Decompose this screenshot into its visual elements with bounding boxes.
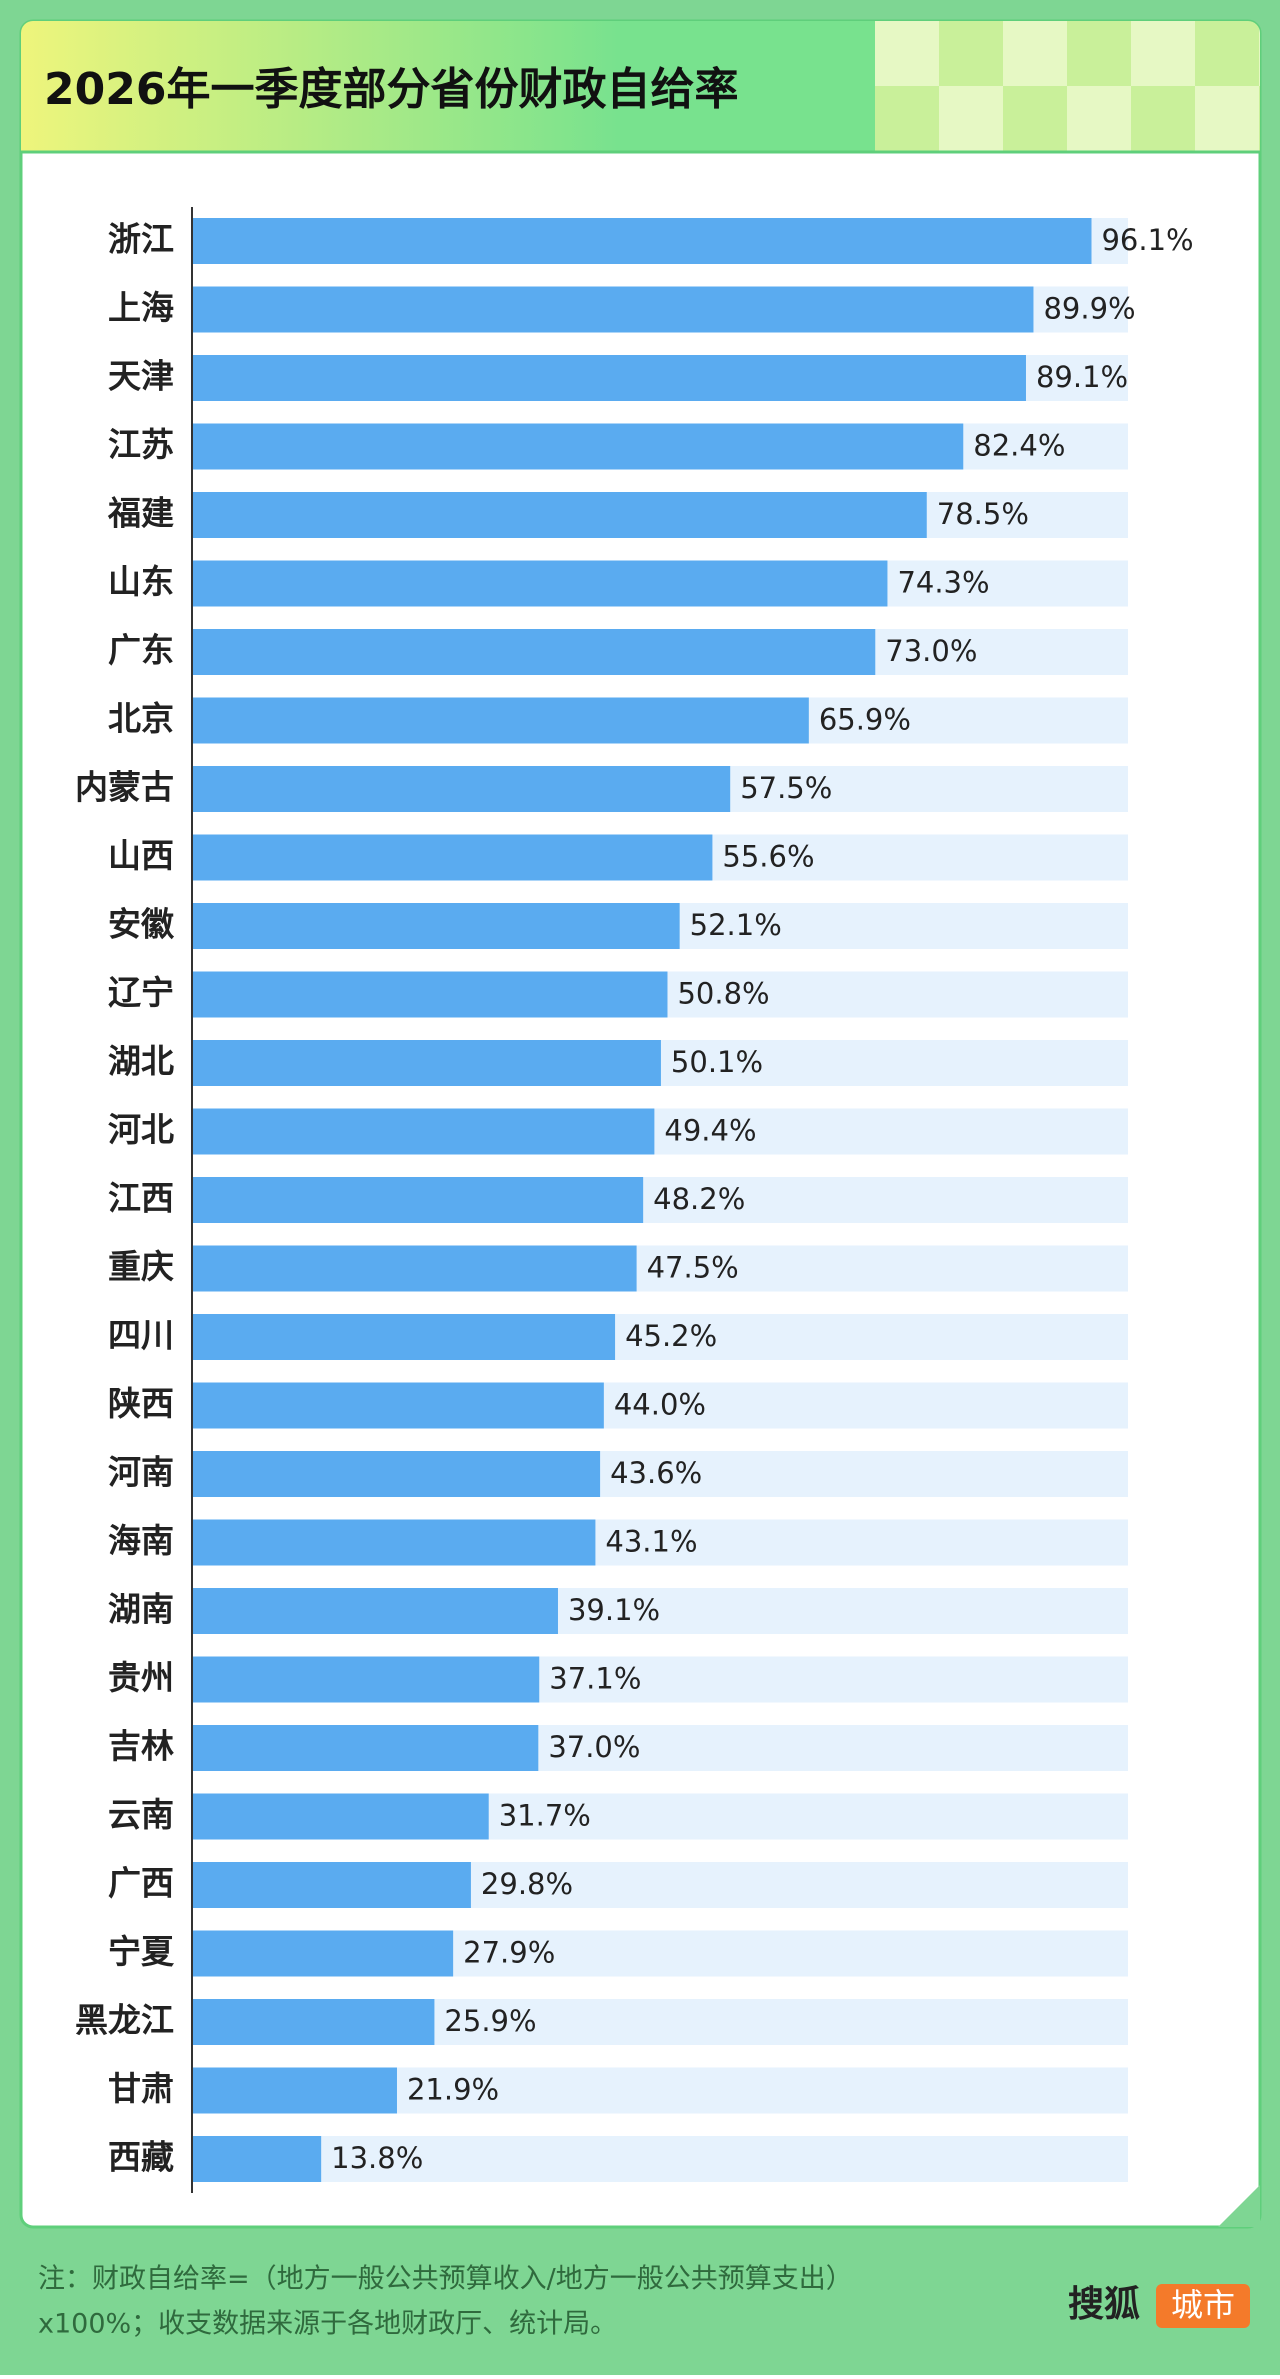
- y-tick-label: 黑龙江: [75, 2001, 174, 2040]
- value-label: 73.0%: [885, 634, 977, 668]
- chart-title: 2026年一季度部分省份财政自给率: [44, 64, 738, 115]
- y-tick-label: 重庆: [108, 1247, 174, 1286]
- value-label: 44.0%: [614, 1388, 706, 1422]
- bar: [192, 1793, 489, 1840]
- bar: [192, 1040, 661, 1086]
- y-tick-label: 湖南: [108, 1590, 174, 1629]
- bar: [192, 1656, 540, 1703]
- value-label: 39.1%: [568, 1593, 660, 1627]
- folded-corner: [1218, 2185, 1260, 2227]
- value-label: 89.1%: [1036, 360, 1128, 394]
- value-label: 65.9%: [819, 703, 911, 737]
- y-tick-label: 江西: [108, 1179, 174, 1218]
- value-label: 48.2%: [653, 1182, 745, 1216]
- y-tick-label: 河南: [108, 1453, 174, 1492]
- y-tick-label: 陕西: [108, 1384, 174, 1423]
- bar: [192, 697, 809, 744]
- value-label: 31.7%: [499, 1799, 591, 1833]
- bar: [192, 423, 964, 470]
- bar: [192, 629, 876, 675]
- brand-tag: 城市: [1171, 2286, 1235, 2324]
- footer-note: x100%；收支数据来源于各地财政厅、统计局。: [38, 2309, 617, 2340]
- value-label: 45.2%: [625, 1319, 717, 1353]
- bar: [192, 1930, 454, 1977]
- bar-track: [192, 2136, 1128, 2182]
- value-label: 96.1%: [1101, 223, 1193, 257]
- bar: [192, 1108, 655, 1155]
- bar: [192, 766, 731, 812]
- value-label: 55.6%: [722, 840, 814, 874]
- y-tick-label: 宁夏: [108, 1932, 175, 1971]
- bar: [192, 971, 668, 1018]
- bar: [192, 1588, 558, 1634]
- bar: [192, 1999, 435, 2045]
- value-label: 49.4%: [664, 1114, 756, 1148]
- y-tick-label: 河北: [108, 1110, 174, 1149]
- bar: [192, 286, 1034, 333]
- value-label: 27.9%: [463, 1936, 555, 1970]
- bar: [192, 1245, 637, 1292]
- y-tick-label: 吉林: [108, 1727, 174, 1766]
- value-label: 43.6%: [610, 1456, 702, 1490]
- y-tick-label: 山东: [108, 562, 174, 601]
- brand: 搜狐: [1068, 2284, 1140, 2325]
- y-tick-label: 上海: [108, 288, 174, 327]
- bar: [192, 2067, 397, 2114]
- value-label: 82.4%: [973, 429, 1065, 463]
- bar: [192, 834, 713, 881]
- y-tick-label: 广西: [108, 1864, 174, 1903]
- value-label: 52.1%: [690, 908, 782, 942]
- value-label: 89.9%: [1043, 292, 1135, 326]
- bar: [192, 2136, 322, 2182]
- y-tick-label: 广东: [108, 631, 174, 670]
- value-label: 50.8%: [677, 977, 769, 1011]
- bar: [192, 1451, 601, 1497]
- value-label: 13.8%: [331, 2141, 423, 2175]
- bar: [192, 1725, 539, 1771]
- y-tick-label: 江苏: [108, 425, 174, 464]
- y-tick-label: 云南: [108, 1795, 174, 1834]
- bar: [192, 903, 680, 949]
- y-tick-label: 山西: [108, 836, 174, 875]
- value-label: 47.5%: [647, 1251, 739, 1285]
- value-label: 74.3%: [897, 566, 989, 600]
- value-label: 25.9%: [444, 2004, 536, 2038]
- value-label: 43.1%: [605, 1525, 697, 1559]
- y-tick-label: 福建: [107, 494, 174, 533]
- y-tick-label: 安徽: [108, 905, 175, 944]
- bar: [192, 492, 927, 538]
- y-tick-label: 甘肃: [108, 2069, 174, 2108]
- y-tick-label: 浙江: [108, 220, 174, 259]
- bar: [192, 1314, 616, 1360]
- bar: [192, 355, 1026, 401]
- brand-tag-box: [1156, 2284, 1250, 2328]
- y-tick-label: 四川: [108, 1316, 174, 1355]
- bar: [192, 1519, 596, 1566]
- value-label: 78.5%: [937, 497, 1029, 531]
- y-tick-label: 内蒙古: [75, 768, 174, 807]
- y-tick-label: 辽宁: [108, 973, 174, 1012]
- footer-note: 注：财政自给率=（地方一般公共预算收入/地方一般公共预算支出）: [38, 2264, 853, 2295]
- bar: [192, 218, 1092, 264]
- y-tick-label: 天津: [108, 357, 174, 396]
- value-label: 29.8%: [481, 1867, 573, 1901]
- y-tick-label: 贵州: [108, 1658, 174, 1697]
- bar: [192, 560, 888, 607]
- header-band: [21, 21, 875, 152]
- y-tick-label: 北京: [108, 699, 174, 738]
- bar: [192, 1862, 471, 1908]
- value-label: 37.0%: [548, 1730, 640, 1764]
- y-tick-label: 西藏: [108, 2138, 174, 2177]
- value-label: 21.9%: [407, 2073, 499, 2107]
- y-tick-label: 海南: [108, 1521, 174, 1560]
- y-tick-label: 湖北: [108, 1042, 174, 1081]
- bar: [192, 1382, 604, 1429]
- header-pattern: [875, 21, 1260, 152]
- value-label: 37.1%: [549, 1662, 641, 1696]
- value-label: 50.1%: [671, 1045, 763, 1079]
- plot: 浙江 96.1% 上海 89.9% 天津 89.1% 江苏 82.4% 福建 78.5% 山东 74.…: [75, 207, 1194, 2193]
- value-label: 57.5%: [740, 771, 832, 805]
- bar: [192, 1177, 644, 1223]
